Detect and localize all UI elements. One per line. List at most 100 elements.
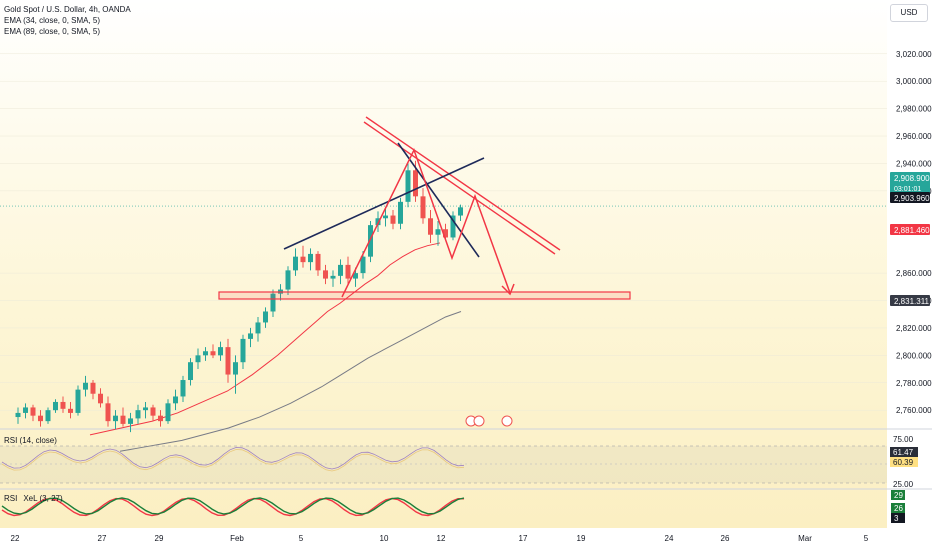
candle-body <box>180 380 186 397</box>
candle <box>90 380 96 400</box>
candle <box>195 348 201 370</box>
osc-scale-label: 3 <box>894 514 899 523</box>
rsi-scale-bg <box>890 479 918 489</box>
candle-body <box>458 207 463 216</box>
time-axis-background <box>0 528 887 550</box>
candle <box>435 221 441 246</box>
candle-body <box>428 218 433 235</box>
resistance-line-lower <box>363 121 556 255</box>
ema89-line <box>119 311 462 452</box>
candle <box>143 401 148 419</box>
resistance-line-upper <box>365 116 561 251</box>
time-tick-label: 27 <box>98 534 107 543</box>
candle <box>150 404 156 422</box>
candle <box>210 344 216 359</box>
time-tick-label: 29 <box>155 534 164 543</box>
candle-body <box>210 351 216 356</box>
candle-body <box>263 311 268 323</box>
candle-body <box>255 322 261 334</box>
candle <box>285 266 291 296</box>
rsi-scale-label: 25.00 <box>893 480 914 489</box>
ema34-legend[interactable]: EMA (34, close, 0, SMA, 5) <box>4 16 101 25</box>
price-tick-label: 3,020.000 <box>896 50 932 59</box>
time-tick-label: 5 <box>299 534 304 543</box>
price-tick-label: 2,940.000 <box>896 159 932 168</box>
currency-button[interactable]: USD <box>890 4 928 22</box>
candle-body <box>300 256 306 263</box>
osc-scale-bg <box>891 513 905 523</box>
price-badge: 2,903.960 <box>894 194 930 203</box>
rsi-scale-bg <box>890 457 918 467</box>
countdown-label: 03:01:01 <box>894 186 921 193</box>
rsi-scale-label: 60.39 <box>893 458 914 467</box>
projection-path <box>341 148 511 298</box>
candle <box>270 289 276 317</box>
candle-body <box>405 170 411 202</box>
candle-body <box>413 170 418 197</box>
projection-arrowhead <box>501 283 515 296</box>
osc-scale-label: 26 <box>894 504 903 513</box>
price-tick-label: 2,760.000 <box>896 406 932 415</box>
chart-background <box>0 0 887 550</box>
symbol-title[interactable]: Gold Spot / U.S. Dollar, 4h, OANDA <box>4 5 131 14</box>
price-tick-label: 3,000.000 <box>896 77 932 86</box>
candle-body <box>150 407 156 416</box>
candle-body <box>188 362 193 381</box>
price-badge-bg <box>890 295 930 306</box>
candle <box>405 163 411 208</box>
rsi-band <box>0 446 887 483</box>
price-tick-label: 2,980.000 <box>896 105 932 114</box>
price-tick-label: 2,820.000 <box>896 324 932 333</box>
candle-body <box>53 401 58 411</box>
candle-body <box>128 418 133 424</box>
event-icon <box>501 415 513 427</box>
candle-body <box>383 215 388 219</box>
support-zone <box>218 291 631 300</box>
candle-body <box>360 256 366 274</box>
price-tick-label: 2,800.000 <box>896 351 932 360</box>
rsi-scale-label: 75.00 <box>893 435 914 444</box>
price-tick-label: 2,780.000 <box>896 379 932 388</box>
second-legend[interactable]: RSI XeL (3, 27) <box>4 494 63 503</box>
candle <box>83 375 88 397</box>
candle-body <box>195 355 201 363</box>
candle <box>398 197 403 230</box>
rsi-legend[interactable]: RSI (14, close) <box>4 436 57 445</box>
candle-body <box>443 229 448 238</box>
candle-body <box>420 196 426 219</box>
rising-trendline <box>283 157 485 250</box>
candle-body <box>450 215 456 238</box>
rsi-ma-line <box>1 449 465 472</box>
candle-body <box>435 229 441 235</box>
ema-lines <box>89 242 462 452</box>
candle <box>53 399 58 413</box>
candle <box>120 407 126 427</box>
candle <box>450 211 456 241</box>
time-axis[interactable]: 22 27 29 Feb 5 10 12 17 19 24 26 Mar 5 <box>0 528 887 550</box>
candle-body <box>330 275 336 279</box>
candle <box>255 316 261 342</box>
candle <box>248 327 253 348</box>
price-axis[interactable]: 3,020.000 3,000.000 2,980.000 2,960.000 2,94… <box>890 50 932 415</box>
second-pane: 29 263 <box>0 488 932 523</box>
candle-body <box>375 218 381 226</box>
candle-body <box>165 403 171 422</box>
candles[interactable] <box>15 160 464 433</box>
candle-body <box>45 410 51 422</box>
rsi-scale-label: 61.47 <box>893 448 914 457</box>
candle-body <box>105 403 111 422</box>
candle <box>458 204 463 222</box>
candle <box>68 401 73 419</box>
candle <box>225 338 231 383</box>
candle <box>135 404 141 424</box>
candle-body <box>113 415 118 422</box>
time-tick-label: 12 <box>437 534 446 543</box>
candle <box>113 410 118 430</box>
drawings[interactable] <box>218 116 631 427</box>
candle-body <box>390 215 396 224</box>
ema89-legend[interactable]: EMA (89, close, 0, SMA, 5) <box>4 27 101 36</box>
candle <box>330 270 336 287</box>
